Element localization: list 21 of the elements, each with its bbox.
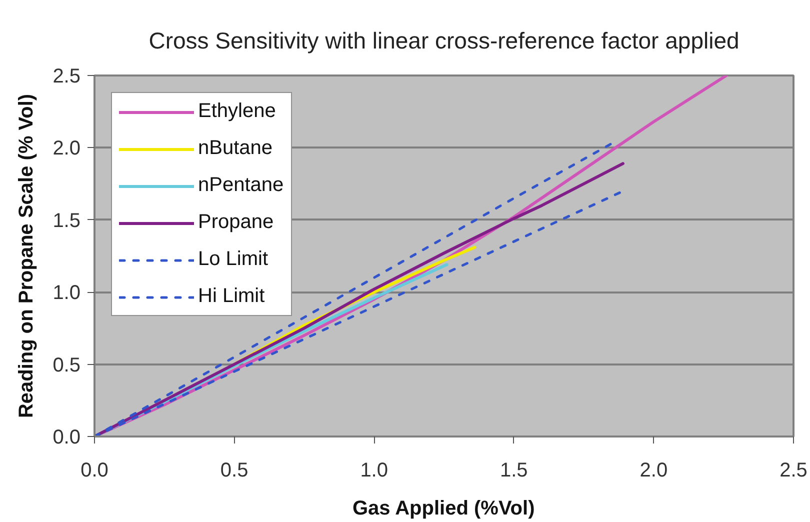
chart-title: Cross Sensitivity with linear cross-reference factor applied (148, 28, 740, 54)
x-tick-label: 2.0 (640, 460, 668, 482)
y-tick-label: 1.5 (52, 210, 81, 232)
x-tick-label: 1.5 (500, 460, 528, 482)
x-tick-label: 2.5 (780, 460, 808, 482)
y-axis-title: Reading on Propane Scale (% Vol) (16, 94, 38, 418)
legend-label: Ethylene (198, 100, 276, 123)
legend-label: Lo Limit (198, 248, 268, 271)
y-tick-label: 0.0 (52, 426, 81, 448)
y-tick-label: 2.0 (52, 138, 81, 160)
legend-label: Hi Limit (198, 285, 265, 308)
x-axis-title: Gas Applied (%Vol) (352, 498, 535, 520)
x-tick-label: 1.0 (360, 460, 388, 482)
y-tick-label: 1.0 (52, 282, 81, 304)
legend-label: nButane (198, 137, 273, 160)
y-tick-label: 2.5 (52, 66, 81, 88)
y-tick-label: 0.5 (52, 354, 81, 376)
x-tick-label: 0.5 (220, 460, 248, 482)
legend-label: nPentane (198, 174, 284, 197)
legend-label: Propane (198, 211, 274, 234)
x-tick-label: 0.0 (80, 460, 108, 482)
